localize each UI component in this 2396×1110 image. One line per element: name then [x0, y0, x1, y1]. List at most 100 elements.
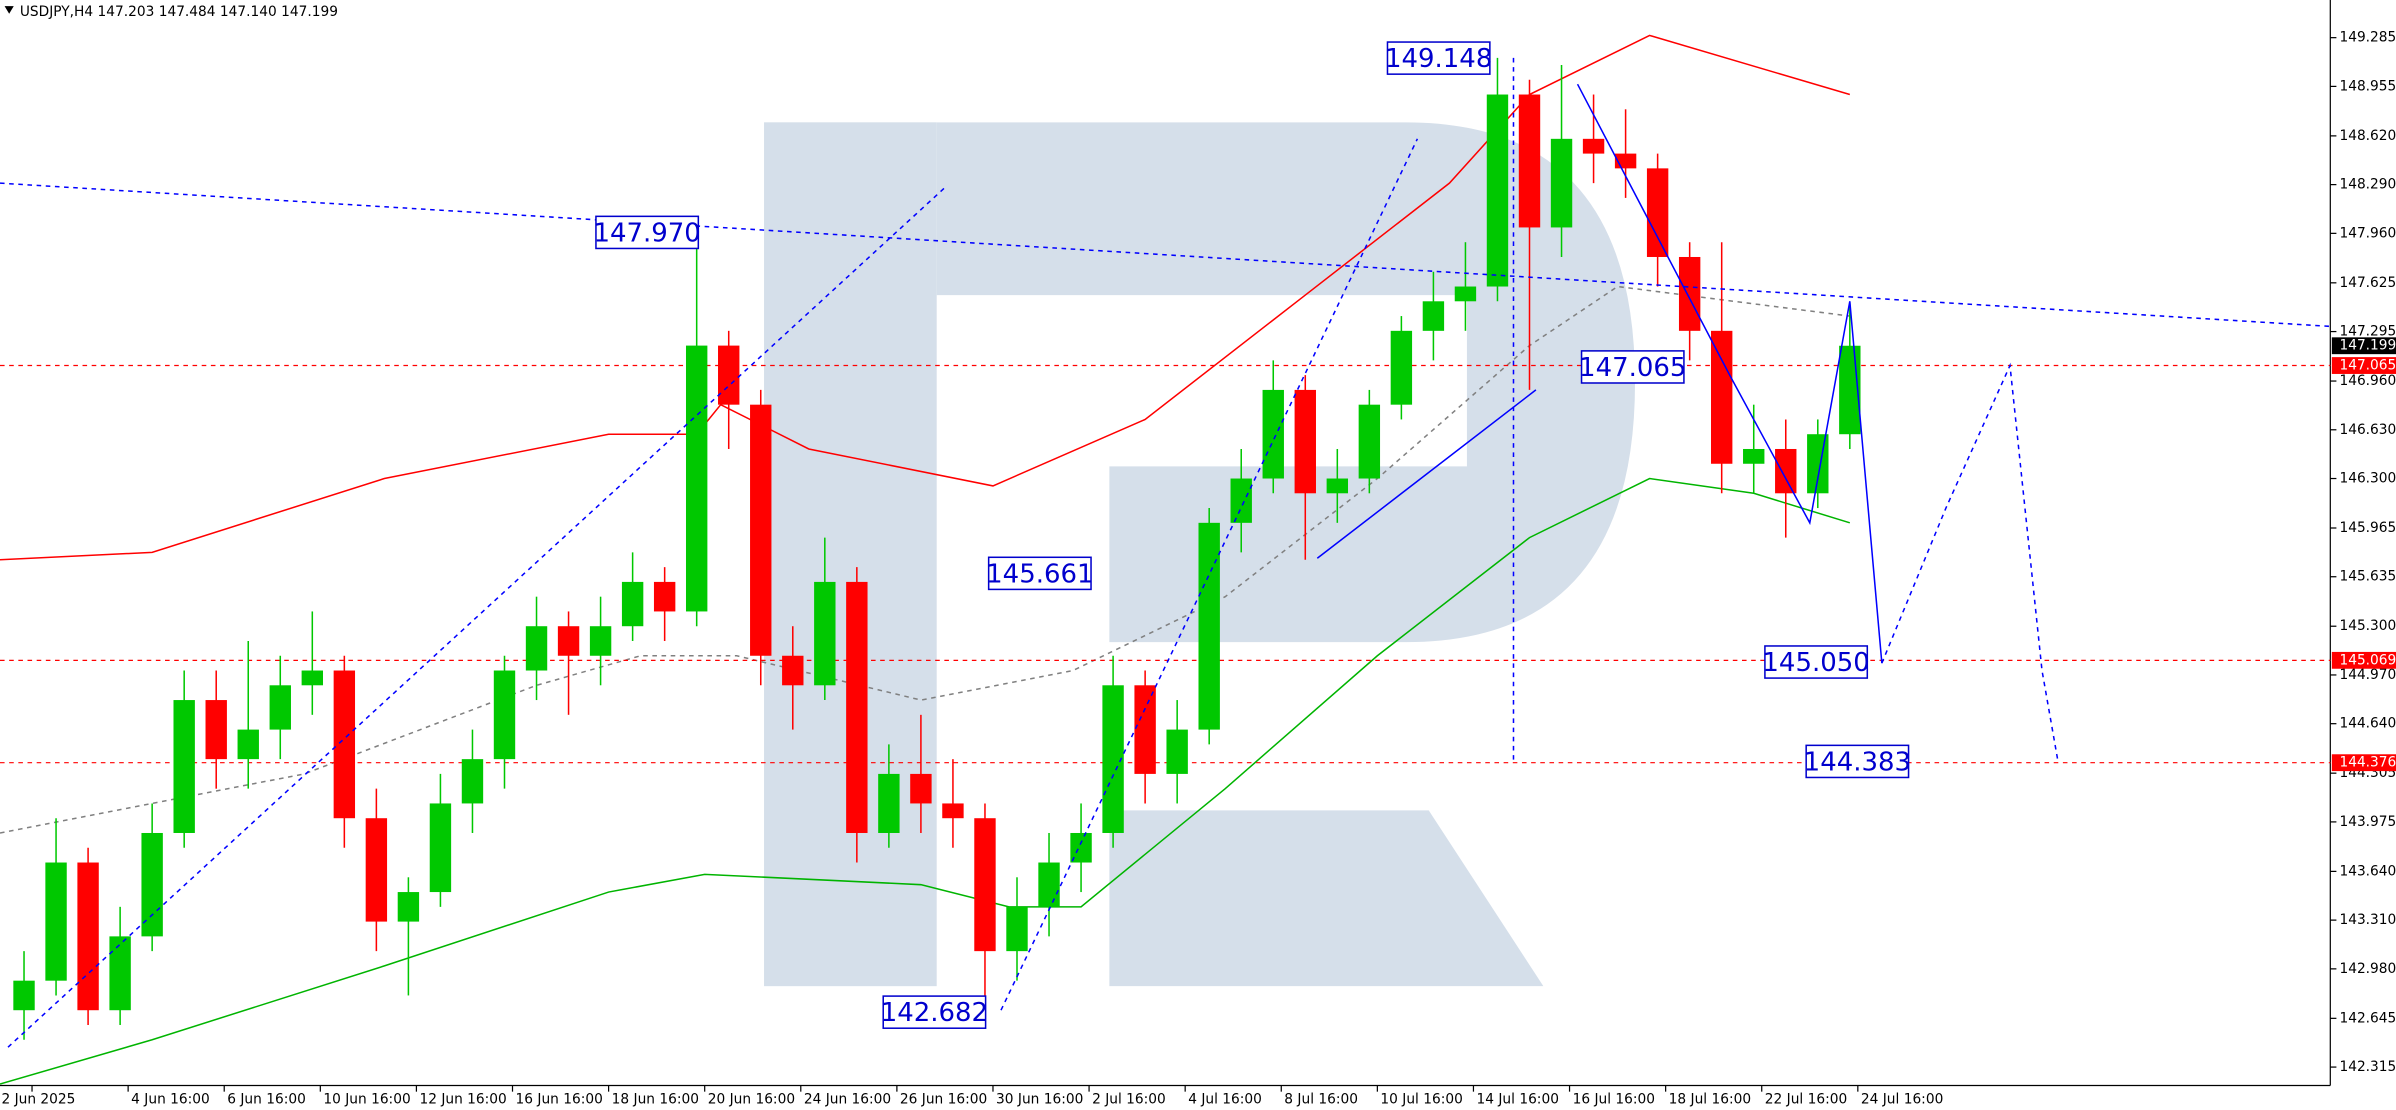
- candle-body: [1166, 729, 1188, 774]
- x-tick-label: 2 Jun 2025: [1, 1091, 75, 1107]
- trend-line: [1316, 389, 1537, 559]
- candle-body: [1518, 94, 1541, 228]
- watermark: [764, 122, 1636, 987]
- trend-line: [1576, 83, 1883, 664]
- chart-title: USDJPY,H4 147.203 147.484 147.140 147.19…: [20, 4, 338, 20]
- watermark-leg: [1109, 810, 1544, 987]
- candle-body: [1743, 448, 1765, 464]
- annotation-box: [1805, 744, 1910, 779]
- y-tick-label: 147.625: [2339, 275, 2396, 291]
- candle-body: [1038, 862, 1060, 907]
- annotation: 147.065: [1579, 353, 1686, 383]
- moving-average: [0, 34, 1851, 561]
- candle-body: [429, 803, 452, 893]
- x-tick-label: 24 Jun 16:00: [804, 1091, 891, 1107]
- y-tick-label: 148.620: [2339, 128, 2396, 144]
- candle-body: [1198, 522, 1220, 730]
- price-tag: [2331, 754, 2396, 772]
- annotation-box: [1580, 350, 1685, 384]
- candle-body: [1134, 685, 1156, 774]
- candle-body: [589, 626, 612, 656]
- candle-body: [1582, 138, 1605, 154]
- y-tick-label: 143.310: [2339, 912, 2396, 928]
- candle-body: [878, 773, 900, 833]
- candle-body: [1070, 832, 1092, 863]
- x-tick-label: 4 Jul 16:00: [1188, 1091, 1262, 1107]
- candle-body: [1646, 168, 1669, 257]
- annotation: 145.661: [986, 559, 1093, 589]
- candle-body: [621, 581, 644, 627]
- price-tag-label: 144.376: [2339, 755, 2396, 771]
- candle-body: [205, 700, 227, 760]
- x-tick-label: 16 Jul 16:00: [1573, 1091, 1655, 1107]
- annotation-box: [595, 215, 700, 250]
- x-tick-label: 6 Jun 16:00: [227, 1091, 306, 1107]
- candle-body: [1358, 404, 1381, 479]
- symbol-arrow: [4, 6, 14, 14]
- candle-body: [718, 345, 740, 405]
- candle-body: [1678, 256, 1701, 331]
- candle-body: [525, 626, 548, 671]
- y-tick-label: 146.630: [2339, 422, 2396, 438]
- y-tick-label: 146.300: [2339, 471, 2396, 487]
- candle-body: [557, 626, 580, 656]
- candle-body: [1102, 685, 1124, 833]
- candle-body: [653, 581, 676, 612]
- annotation-box: [882, 995, 987, 1029]
- candle-body: [77, 862, 99, 1011]
- candle-body: [1454, 286, 1477, 302]
- candle-body: [782, 655, 804, 686]
- x-tick-label: 16 Jun 16:00: [516, 1091, 603, 1107]
- candle-body: [685, 345, 708, 612]
- y-tick-label: 143.640: [2339, 863, 2396, 879]
- price-tag: [2331, 337, 2396, 355]
- x-tick-label: 18 Jun 16:00: [612, 1091, 699, 1107]
- annotation: 149.148: [1385, 44, 1492, 74]
- annotation-box: [987, 556, 1092, 591]
- x-tick-label: 10 Jun 16:00: [323, 1091, 410, 1107]
- annotation: 147.970: [593, 218, 700, 248]
- y-tick-label: 146.960: [2339, 373, 2396, 389]
- price-tag-label: 147.199: [2339, 338, 2396, 354]
- x-tick-label: 22 Jul 16:00: [1765, 1091, 1847, 1107]
- x-tick-label: 18 Jul 16:00: [1669, 1091, 1751, 1107]
- y-tick-label: 149.285: [2339, 30, 2396, 46]
- y-tick-label: 148.955: [2339, 78, 2396, 94]
- x-tick-label: 2 Jul 16:00: [1092, 1091, 1166, 1107]
- y-tick-label: 147.295: [2339, 324, 2396, 340]
- x-tick-label: 8 Jul 16:00: [1284, 1091, 1358, 1107]
- candle-body: [750, 404, 772, 656]
- x-tick-label: 4 Jun 16:00: [131, 1091, 210, 1107]
- candle-body: [910, 773, 932, 804]
- watermark-bowl: [936, 122, 1636, 643]
- y-tick-label: 142.980: [2339, 961, 2396, 977]
- trend-line: [7, 187, 946, 1048]
- moving-average: [0, 477, 1851, 1085]
- candle-body: [1807, 434, 1829, 494]
- x-tick-label: 24 Jul 16:00: [1861, 1091, 1943, 1107]
- candle-body: [301, 670, 324, 686]
- y-tick-label: 148.290: [2339, 177, 2396, 193]
- candle-body: [237, 729, 259, 760]
- y-tick-label: 144.640: [2339, 716, 2396, 732]
- candle-body: [1326, 478, 1349, 494]
- y-tick-label: 142.315: [2339, 1059, 2396, 1075]
- y-tick-label: 142.645: [2339, 1010, 2396, 1026]
- x-tick-label: 20 Jun 16:00: [708, 1091, 795, 1107]
- annotation: 142.682: [881, 998, 988, 1028]
- candle-body: [173, 700, 195, 833]
- candle-body: [1294, 389, 1316, 494]
- annotation: 145.050: [1762, 648, 1869, 678]
- candle-body: [1262, 389, 1284, 479]
- candle-body: [365, 818, 388, 922]
- candle-body: [1486, 94, 1509, 287]
- candle-body: [45, 862, 67, 981]
- annotation: 144.383: [1804, 747, 1911, 777]
- candle-body: [1390, 330, 1413, 405]
- price-tag: [2331, 357, 2396, 374]
- x-tick-label: 30 Jun 16:00: [996, 1091, 1083, 1107]
- trend-line: [1881, 362, 2059, 762]
- y-tick-label: 145.965: [2339, 520, 2396, 536]
